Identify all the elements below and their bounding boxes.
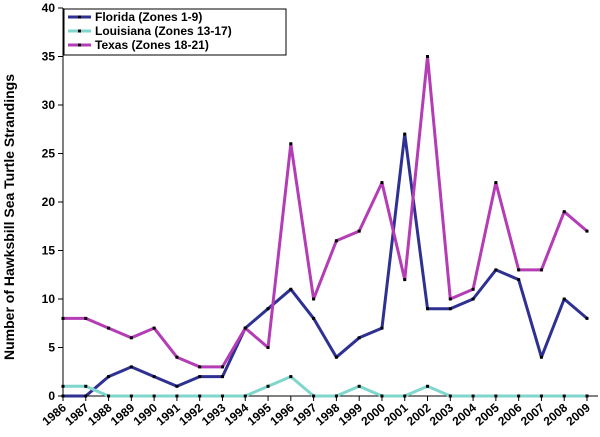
data-point: [152, 394, 156, 398]
data-point: [61, 394, 65, 398]
y-tick-label: 0: [48, 389, 55, 403]
data-point: [107, 375, 111, 379]
data-point: [334, 355, 338, 359]
y-tick-label: 35: [42, 50, 56, 64]
data-point: [539, 355, 543, 359]
data-point: [289, 142, 293, 146]
series-line-2: [63, 375, 587, 398]
data-point: [448, 394, 452, 398]
data-point: [426, 55, 430, 58]
data-point: [152, 326, 156, 330]
y-tick-label: 10: [42, 292, 56, 306]
data-point: [84, 384, 88, 388]
data-point: [61, 384, 65, 388]
data-point: [266, 346, 270, 349]
legend-marker: [78, 43, 81, 47]
data-point: [517, 278, 521, 282]
data-point: [357, 229, 361, 233]
data-point: [471, 297, 475, 301]
data-point: [289, 375, 293, 379]
data-point: [220, 375, 224, 379]
legend-label: Texas (Zones 18-21): [95, 38, 209, 52]
data-point: [198, 394, 202, 398]
data-point: [585, 394, 589, 398]
legend-label: Louisiana (Zones 13-17): [95, 24, 232, 38]
data-point: [562, 210, 566, 214]
data-point: [129, 336, 133, 340]
data-point: [494, 181, 498, 185]
data-point: [129, 365, 133, 369]
data-point: [357, 336, 361, 340]
y-tick-label: 30: [42, 98, 56, 112]
series-lines: [61, 55, 589, 398]
data-point: [289, 287, 293, 291]
data-point: [403, 394, 407, 398]
data-point: [243, 326, 247, 330]
y-tick-label: 15: [42, 244, 56, 258]
y-tick-label: 5: [48, 341, 55, 355]
x-tick-label: 2009: [563, 400, 593, 428]
data-point: [357, 384, 361, 388]
data-point: [471, 394, 475, 398]
data-point: [448, 307, 452, 311]
legend-label: Florida (Zones 1-9): [95, 10, 202, 24]
y-axis-title: Number of Hawksbill Sea Turtle Stranding…: [1, 74, 17, 360]
data-point: [84, 316, 88, 320]
data-point: [403, 278, 407, 282]
data-point: [448, 297, 452, 301]
data-point: [152, 375, 156, 379]
data-point: [380, 181, 384, 185]
data-point: [198, 375, 202, 379]
data-point: [517, 394, 521, 398]
data-point: [494, 268, 498, 272]
data-point: [61, 316, 65, 320]
data-point: [175, 394, 179, 398]
legend-marker: [78, 15, 81, 19]
y-tick-labels: 0 5 10 15 20 25 30 35 40: [42, 1, 56, 403]
data-point: [562, 297, 566, 301]
data-point: [220, 365, 224, 369]
data-point: [266, 384, 270, 388]
data-point: [312, 316, 316, 320]
data-point: [175, 384, 179, 388]
legend: Florida (Zones 1-9)Louisiana (Zones 13-1…: [63, 8, 287, 56]
y-tick-label: 40: [42, 1, 56, 15]
data-point: [585, 229, 589, 233]
data-point: [266, 307, 270, 311]
data-point: [539, 394, 543, 398]
data-point: [84, 394, 88, 398]
data-point: [539, 268, 543, 272]
data-point: [220, 394, 224, 398]
legend-box: [63, 8, 287, 56]
data-point: [312, 297, 316, 301]
series-line-1: [63, 132, 588, 398]
data-point: [380, 394, 384, 398]
y-tick-label: 20: [42, 195, 56, 209]
x-tick-labels: 1986198719881989199019911992199319941995…: [39, 400, 593, 428]
data-point: [380, 326, 384, 330]
data-point: [494, 394, 498, 398]
data-point: [129, 394, 133, 398]
data-point: [585, 316, 589, 320]
data-point: [403, 132, 407, 136]
data-point: [426, 384, 430, 388]
data-point: [334, 239, 338, 243]
data-point: [517, 268, 521, 272]
data-point: [243, 394, 247, 398]
data-point: [107, 326, 111, 330]
data-point: [426, 307, 430, 311]
data-point: [471, 287, 475, 291]
data-point: [198, 365, 202, 369]
data-point: [107, 394, 111, 398]
series-line-3: [63, 55, 588, 369]
y-tick-label: 25: [42, 147, 56, 161]
data-point: [175, 355, 179, 359]
legend-marker: [78, 29, 81, 33]
data-point: [562, 394, 566, 398]
data-point: [334, 394, 338, 398]
data-point: [312, 394, 316, 398]
